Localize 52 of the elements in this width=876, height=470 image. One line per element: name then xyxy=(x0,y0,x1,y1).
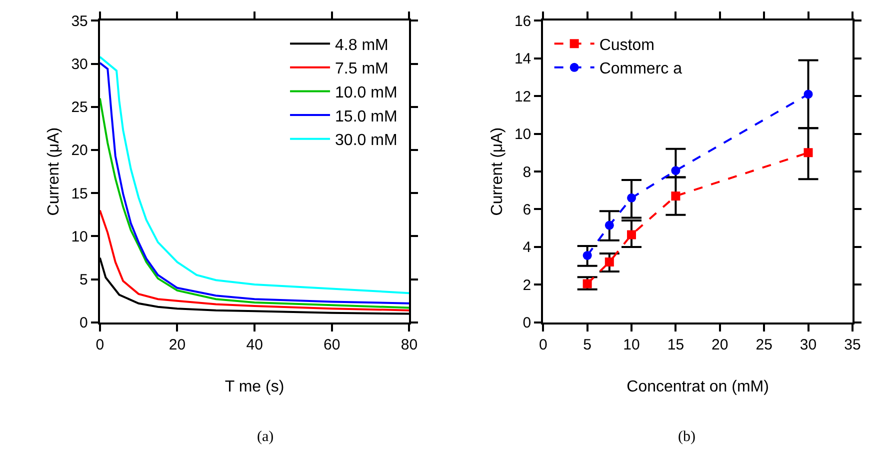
legend-label: 30.0 mM xyxy=(335,132,398,150)
point xyxy=(804,90,813,99)
x-tick-label: 20 xyxy=(712,336,728,354)
y-tick-label: 20 xyxy=(71,142,88,160)
y-tick-label: 25 xyxy=(71,99,88,116)
x-tick-label: 25 xyxy=(756,336,772,354)
y-tick-label: 8 xyxy=(522,164,532,181)
x-tick-label: 0 xyxy=(538,336,548,354)
y-tick-label: 5 xyxy=(80,272,88,289)
y-tick-label: 14 xyxy=(514,50,532,68)
y-tick-label: 15 xyxy=(71,185,88,202)
y-tick-label: 2 xyxy=(522,276,532,294)
y-tick-label: 10 xyxy=(71,228,88,246)
line-series xyxy=(100,97,410,309)
x-tick-label: 80 xyxy=(400,336,418,354)
text: (b) xyxy=(678,429,696,445)
point xyxy=(627,193,636,202)
x-tick-label: 0 xyxy=(96,336,104,354)
x-tick-label: 60 xyxy=(324,336,340,354)
y-tick-label: 35 xyxy=(71,12,88,30)
y-axis-title: Current (μA) xyxy=(488,127,506,216)
point xyxy=(671,166,680,176)
x-tick-label: 35 xyxy=(844,336,861,354)
legend-label: 10.0 mM xyxy=(335,84,398,102)
point xyxy=(604,220,614,230)
y-tick-label: 16 xyxy=(514,12,532,30)
point xyxy=(627,230,636,240)
line-series xyxy=(100,209,410,312)
text: (a) xyxy=(257,429,274,445)
x-axis-title: Concentrat on (mM) xyxy=(626,378,769,396)
y-tick-label: 30 xyxy=(71,56,88,74)
y-tick-label: 0 xyxy=(522,314,532,332)
x-tick-label: 15 xyxy=(667,336,684,354)
y-tick-label: 4 xyxy=(522,239,532,256)
x-tick-label: 20 xyxy=(168,336,186,354)
y-axis-title: Current (μA) xyxy=(46,127,63,216)
legend-label: 7.5 mM xyxy=(335,60,388,78)
y-tick-label: 10 xyxy=(514,126,532,144)
point xyxy=(671,192,680,201)
x-axis-title: T me (s) xyxy=(224,378,284,396)
x-tick-label: 10 xyxy=(623,336,640,354)
point xyxy=(804,148,813,158)
legend-label: Custom xyxy=(599,36,654,54)
x-tick-label: 40 xyxy=(246,336,263,354)
x-tick-label: 5 xyxy=(583,336,592,354)
legend-label: Commerc a xyxy=(599,60,682,78)
y-tick-label: 6 xyxy=(522,201,532,218)
x-tick-label: 30 xyxy=(800,336,817,354)
y-tick-label: 0 xyxy=(80,314,88,332)
legend-label: 15.0 mM xyxy=(335,108,398,126)
legend-label: 4.8 mM xyxy=(335,36,388,54)
y-tick-label: 12 xyxy=(514,88,532,106)
